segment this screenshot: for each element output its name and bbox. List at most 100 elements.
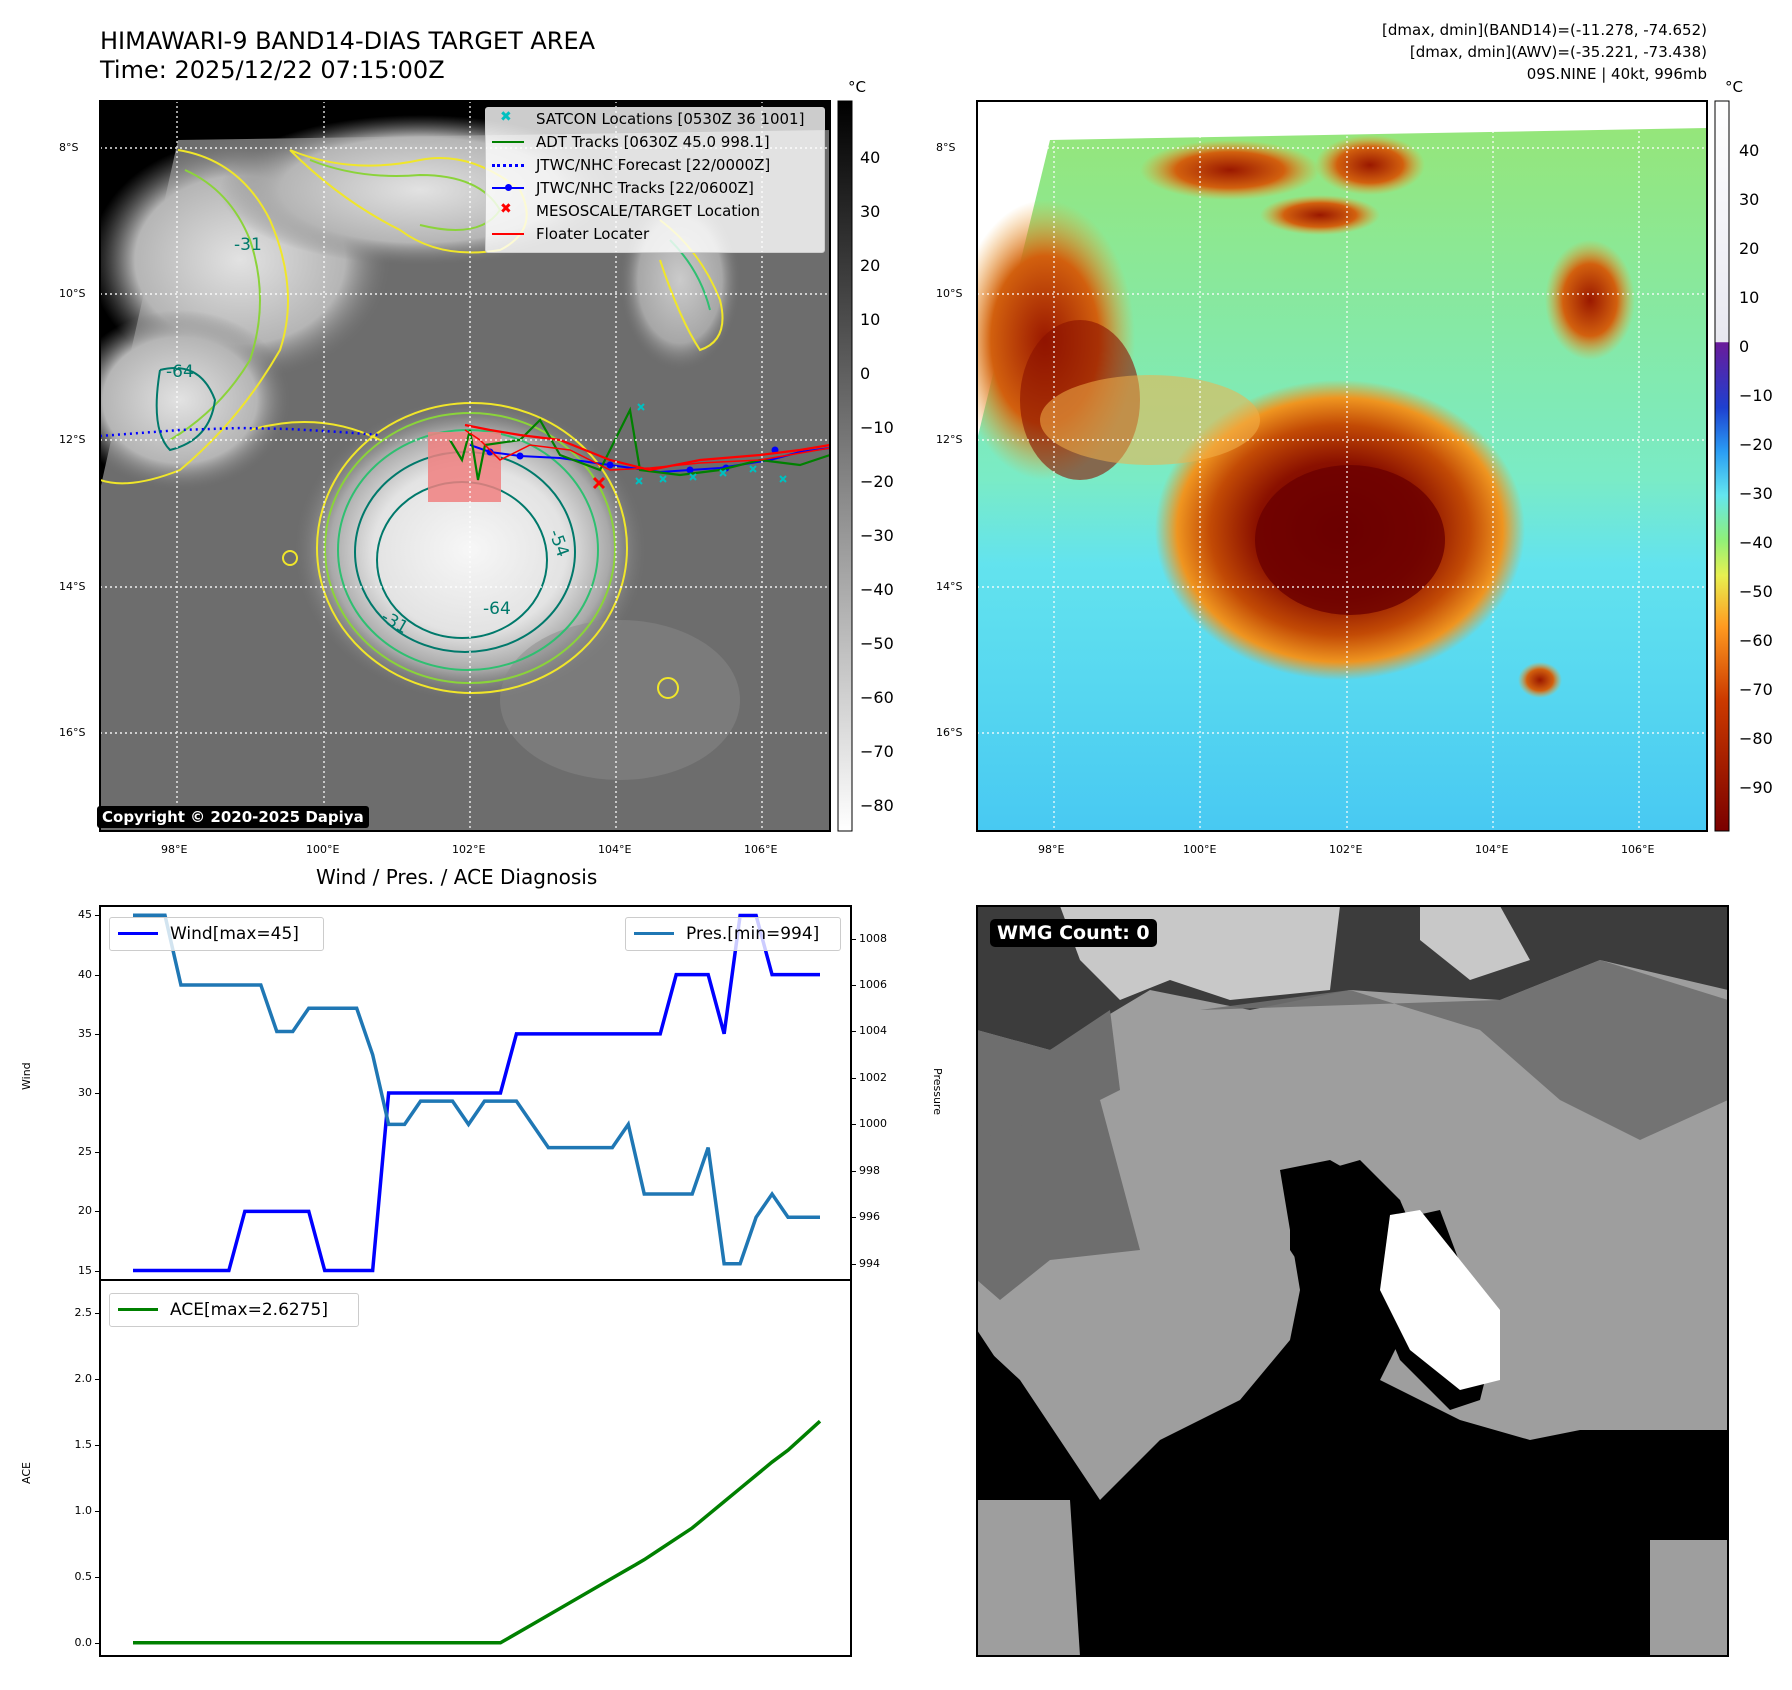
axis-tick-label: 1006: [859, 977, 887, 991]
legend-label: Pres.[min=994]: [686, 924, 820, 944]
axis-tick-mark: [95, 915, 100, 917]
contour-label: -31: [234, 235, 262, 255]
awv-range-text: [dmax, dmin](AWV)=(-35.221, -73.438): [1409, 43, 1707, 61]
legend-label: SATCON Locations [0530Z 36 1001]: [536, 110, 805, 128]
lat-label: 10°S: [936, 287, 963, 300]
wmg-count-badge: WMG Count: 0: [990, 919, 1157, 947]
axis-tick-label: 35: [78, 1026, 92, 1040]
awv-colorbar-unit: °C: [1725, 78, 1743, 96]
axis-tick-mark: [95, 1312, 100, 1314]
lat-label: 12°S: [59, 433, 86, 446]
axis-tick-label: 994: [859, 1256, 880, 1270]
axis-tick-label: 25: [78, 1145, 92, 1159]
copyright-badge: Copyright © 2020-2025 Dapiya: [97, 806, 369, 828]
wind-series-line: [133, 913, 820, 1273]
lon-label: 98°E: [1038, 843, 1065, 856]
lon-label: 102°E: [1329, 843, 1363, 856]
band14-range-text: [dmax, dmin](BAND14)=(-11.278, -74.652): [1382, 21, 1707, 39]
colorbar-tick: 40: [1739, 141, 1760, 160]
axis-tick-mark: [851, 1077, 856, 1079]
colorbar-tick: 10: [860, 310, 881, 329]
axis-tick-label: 15: [78, 1263, 92, 1277]
colorbar-tick: −10: [860, 418, 894, 437]
colorbar-tick: −60: [1739, 631, 1773, 650]
legend-label: ADT Tracks [0630Z 45.0 998.1]: [536, 133, 770, 151]
legend-item-forecast: JTWC/NHC Forecast [22/0000Z]: [486, 154, 824, 177]
lat-label: 16°S: [936, 726, 963, 739]
ace-axis-label: ACE: [20, 1462, 33, 1484]
colorbar-tick: −70: [860, 742, 894, 761]
legend-label: Wind[max=45]: [170, 924, 299, 944]
axis-tick-label: 998: [859, 1163, 880, 1177]
colorbar-tick: 0: [860, 364, 871, 383]
lat-label: 8°S: [936, 141, 956, 154]
storm-info-text: 09S.NINE | 40kt, 996mb: [1526, 65, 1707, 83]
axis-tick-mark: [95, 1510, 100, 1512]
legend-label: MESOSCALE/TARGET Location: [536, 202, 761, 220]
axis-tick-label: 1.5: [74, 1437, 93, 1451]
lat-label: 10°S: [59, 287, 86, 300]
colorbar-tick: −20: [1739, 435, 1773, 454]
colorbar-tick: 10: [1739, 288, 1760, 307]
axis-tick-mark: [851, 1217, 856, 1219]
legend-item-satcon: ✖ SATCON Locations [0530Z 36 1001]: [486, 108, 824, 131]
lon-label: 104°E: [598, 843, 632, 856]
diagnosis-title: Wind / Pres. / ACE Diagnosis: [316, 865, 598, 889]
lon-label: 104°E: [1475, 843, 1509, 856]
axis-tick-label: 1004: [859, 1024, 887, 1038]
legend-item-adt: ADT Tracks [0630Z 45.0 998.1]: [486, 131, 824, 154]
figure-title: HIMAWARI-9 BAND14-DIAS TARGET AREA: [100, 27, 596, 55]
colorbar-tick: −80: [1739, 729, 1773, 748]
axis-tick-mark: [95, 1642, 100, 1644]
lat-label: 8°S: [59, 141, 79, 154]
legend-label: Floater Locater: [536, 225, 650, 243]
axis-tick-label: 2.5: [74, 1305, 93, 1319]
axis-tick-mark: [851, 1263, 856, 1265]
lon-label: 106°E: [1621, 843, 1655, 856]
colorbar-tick: −50: [860, 634, 894, 653]
wind-legend: Wind[max=45]: [109, 917, 324, 951]
lon-label: 100°E: [306, 843, 340, 856]
axis-tick-label: 40: [78, 967, 92, 981]
lon-label: 102°E: [452, 843, 486, 856]
axis-tick-mark: [851, 984, 856, 986]
legend-item-tracks: JTWC/NHC Tracks [22/0600Z]: [486, 177, 824, 200]
blue-line-icon: [118, 932, 158, 935]
lon-label: 100°E: [1183, 843, 1217, 856]
axis-tick-mark: [95, 1378, 100, 1380]
wind-axis-label: Wind: [20, 1062, 33, 1090]
colorbar-tick: 30: [860, 202, 881, 221]
axis-tick-label: 2.0: [74, 1371, 93, 1385]
colorbar-tick: 0: [1739, 337, 1750, 356]
axis-tick-mark: [95, 974, 100, 976]
lon-label: 106°E: [744, 843, 778, 856]
axis-tick-label: 0.5: [74, 1569, 93, 1583]
ir-image: -64 -54 -64 -31 -31: [100, 101, 830, 831]
axis-tick-mark: [95, 1152, 100, 1154]
colorbar-tick: 40: [860, 148, 881, 167]
pressure-series-line: [133, 913, 820, 1266]
lat-label: 14°S: [59, 580, 86, 593]
ir-colorbar-unit: °C: [848, 78, 866, 96]
red-x-marker-icon: ✖: [500, 201, 512, 217]
axis-tick-mark: [95, 1033, 100, 1035]
axis-tick-label: 996: [859, 1210, 880, 1224]
colorbar-tick: −30: [860, 526, 894, 545]
legend-item-target: ✖ MESOSCALE/TARGET Location: [486, 200, 824, 223]
colorbar-tick: −40: [1739, 533, 1773, 552]
axis-tick-mark: [95, 1270, 100, 1272]
ace-series-line: [133, 1419, 822, 1645]
colorbar-tick: −30: [1739, 484, 1773, 503]
axis-tick-mark: [95, 1444, 100, 1446]
axis-tick-mark: [851, 1124, 856, 1126]
green-line-icon: [492, 141, 524, 143]
axis-tick-label: 0.0: [74, 1635, 93, 1649]
axis-tick-mark: [95, 1211, 100, 1213]
legend-label: ACE[max=2.6275]: [170, 1300, 328, 1320]
pressure-axis-label: Pressure: [931, 1068, 944, 1115]
colorbar-tick: −90: [1739, 778, 1773, 797]
cyan-x-marker-icon: ✖: [500, 109, 512, 125]
legend-label: JTWC/NHC Forecast [22/0000Z]: [536, 156, 771, 174]
colorbar-tick: −20: [860, 472, 894, 491]
axis-tick-mark: [851, 1170, 856, 1172]
